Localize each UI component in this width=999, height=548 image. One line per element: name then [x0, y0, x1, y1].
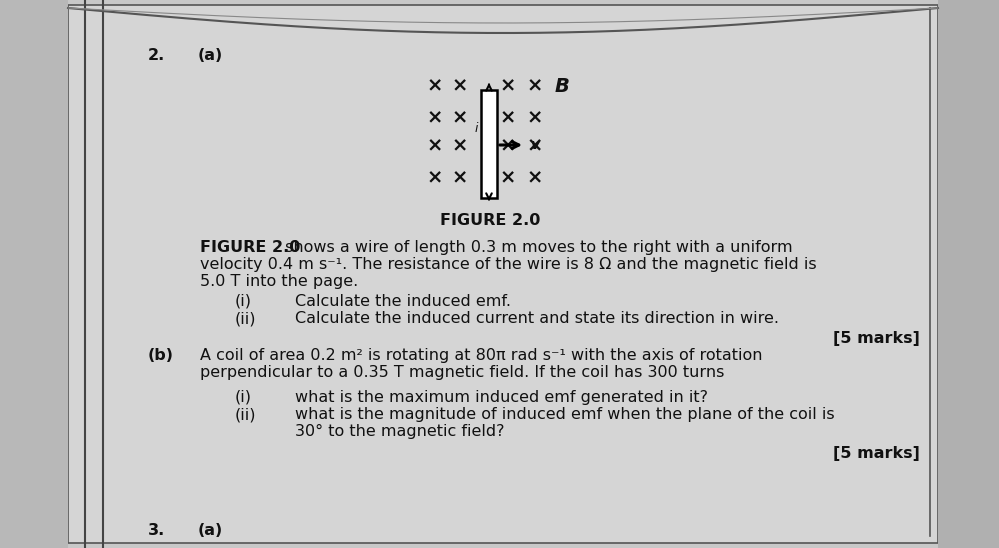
Text: Calculate the induced current and state its direction in wire.: Calculate the induced current and state …	[295, 311, 779, 326]
Text: ×: ×	[427, 109, 444, 128]
Text: ×: ×	[427, 77, 444, 95]
Text: FIGURE 2.0: FIGURE 2.0	[200, 240, 301, 255]
Text: (a): (a)	[198, 523, 223, 538]
Text: ×: ×	[526, 136, 543, 156]
Text: i: i	[475, 122, 478, 134]
Text: 30° to the magnetic field?: 30° to the magnetic field?	[295, 424, 504, 439]
Text: FIGURE 2.0: FIGURE 2.0	[440, 213, 540, 228]
Text: ×: ×	[500, 168, 516, 187]
Text: ×: ×	[526, 109, 543, 128]
Text: 3.: 3.	[148, 523, 165, 538]
Text: shows a wire of length 0.3 m moves to the right with a uniform: shows a wire of length 0.3 m moves to th…	[280, 240, 792, 255]
Text: (i): (i)	[235, 294, 252, 309]
Text: ×: ×	[427, 136, 444, 156]
Text: Calculate the induced emf.: Calculate the induced emf.	[295, 294, 511, 309]
Text: [5 marks]: [5 marks]	[833, 446, 920, 461]
Text: A coil of area 0.2 m² is rotating at 80π rad s⁻¹ with the axis of rotation: A coil of area 0.2 m² is rotating at 80π…	[200, 348, 762, 363]
Bar	[0, 0, 68, 548]
Text: ×: ×	[452, 136, 469, 156]
Text: ×: ×	[452, 77, 469, 95]
Text: B: B	[555, 77, 569, 95]
Bar	[481, 90, 497, 198]
Text: ×: ×	[427, 168, 444, 187]
Text: (ii): (ii)	[235, 311, 257, 326]
Text: ×: ×	[526, 77, 543, 95]
Text: ×: ×	[526, 168, 543, 187]
Text: (ii): (ii)	[235, 407, 257, 422]
Text: ×: ×	[452, 109, 469, 128]
Text: ×: ×	[500, 136, 516, 156]
Text: velocity 0.4 m s⁻¹. The resistance of the wire is 8 Ω and the magnetic field is: velocity 0.4 m s⁻¹. The resistance of th…	[200, 257, 816, 272]
Text: (i): (i)	[235, 390, 252, 405]
Text: ×: ×	[500, 109, 516, 128]
Text: (a): (a)	[198, 48, 223, 63]
Text: 5.0 T into the page.: 5.0 T into the page.	[200, 274, 359, 289]
Bar	[938, 0, 999, 548]
Bar	[68, 5, 938, 543]
Text: [5 marks]: [5 marks]	[833, 331, 920, 346]
Text: perpendicular to a 0.35 T magnetic field. If the coil has 300 turns: perpendicular to a 0.35 T magnetic field…	[200, 365, 724, 380]
Text: (b): (b)	[148, 348, 174, 363]
Text: 2.: 2.	[148, 48, 165, 63]
Text: ×: ×	[452, 168, 469, 187]
Text: v: v	[530, 138, 539, 152]
Text: ×: ×	[500, 77, 516, 95]
Text: what is the maximum induced emf generated in it?: what is the maximum induced emf generate…	[295, 390, 708, 405]
Text: what is the magnitude of induced emf when the plane of the coil is: what is the magnitude of induced emf whe…	[295, 407, 834, 422]
